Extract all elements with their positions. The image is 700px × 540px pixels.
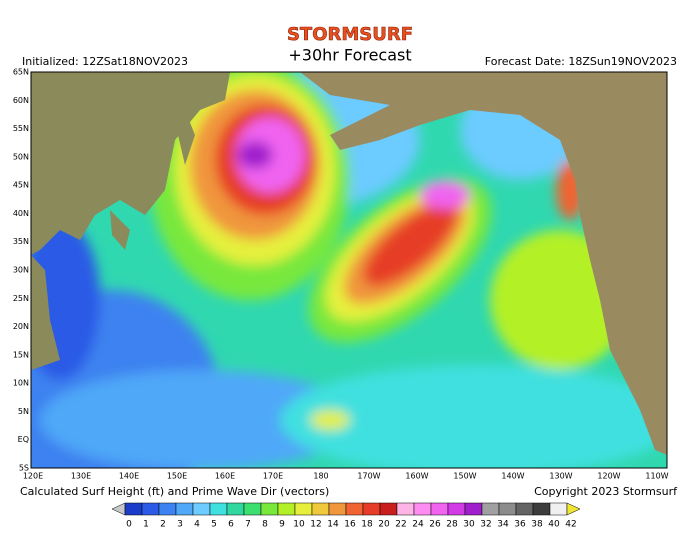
legend-label: 0 [126, 520, 132, 530]
title: +30hr Forecast [288, 46, 411, 65]
legend-label: 10 [293, 520, 305, 530]
lon-label: 130E [71, 472, 91, 481]
lat-label: 60N [13, 96, 29, 105]
forecast-date: Forecast Date: 18ZSun19NOV2023 [485, 55, 677, 68]
lon-label: 150W [453, 472, 476, 481]
legend-label: 12 [310, 520, 321, 530]
legend-swatch [277, 502, 296, 516]
initialized: Initialized: 12ZSat18NOV2023 [22, 55, 188, 68]
legend-label: 6 [228, 520, 234, 530]
legend-swatch [311, 502, 330, 516]
legend-swatch [141, 502, 160, 516]
legend-swatch [226, 502, 245, 516]
islands [110, 110, 195, 250]
legend-label: 9 [279, 520, 285, 530]
legend-label: 7 [245, 520, 251, 530]
lat-label: 5N [18, 407, 29, 416]
map [31, 72, 667, 468]
legend-swatch [345, 502, 364, 516]
lat-label: 35N [13, 237, 29, 246]
legend-swatch [464, 502, 483, 516]
legend-swatch [498, 502, 517, 516]
legend-swatch [294, 502, 313, 516]
legend-label: 5 [211, 520, 217, 530]
legend-swatch [175, 502, 194, 516]
legend-label: 24 [412, 520, 424, 530]
legend-swatch [192, 502, 211, 516]
land-north-america [300, 72, 667, 455]
legend-label: 26 [429, 520, 441, 530]
legend-swatch [243, 502, 262, 516]
lat-label: 25N [13, 294, 29, 303]
lon-label: 110W [645, 472, 668, 481]
land-southeast-asia [31, 255, 60, 370]
copyright: Copyright 2023 Stormsurf [534, 485, 678, 498]
legend-label: 30 [463, 520, 475, 530]
lat-label: 20N [13, 322, 29, 331]
legend-label: 1 [143, 520, 149, 530]
lon-label: 140E [119, 472, 139, 481]
legend-swatch [209, 502, 228, 516]
legend-label: 22 [395, 520, 406, 530]
legend-swatch [549, 502, 568, 516]
legend-swatch [328, 502, 347, 516]
lon-label: 120E [23, 472, 43, 481]
lon-label: 130W [549, 472, 572, 481]
lat-label: EQ [18, 435, 29, 444]
legend-label: 34 [497, 520, 509, 530]
lat-label: 10N [13, 379, 29, 388]
legend-label: 14 [327, 520, 339, 530]
legend-label: 36 [514, 520, 526, 530]
lat-label: 15N [13, 350, 29, 359]
legend-swatch [447, 502, 466, 516]
legend-swatch [124, 502, 143, 516]
legend-swatch [396, 502, 415, 516]
legend-swatch [260, 502, 279, 516]
lat-label: 40N [13, 209, 29, 218]
map-frame [30, 71, 668, 469]
legend-label: 18 [361, 520, 373, 530]
lon-label: 120W [597, 472, 620, 481]
legend-swatch [413, 502, 432, 516]
legend-label: 16 [344, 520, 356, 530]
lat-label: 55N [13, 124, 29, 133]
legend-swatch [379, 502, 398, 516]
brand: STORMSURF [287, 24, 413, 45]
legend-label: 42 [565, 520, 576, 530]
land-asia [31, 72, 230, 255]
legend-arrow-left [111, 502, 126, 516]
legend-swatch [362, 502, 381, 516]
legend-label: 32 [480, 520, 491, 530]
legend-label: 4 [194, 520, 200, 530]
lon-label: 180 [313, 472, 328, 481]
legend-label: 2 [160, 520, 166, 530]
lon-label: 160W [405, 472, 428, 481]
lon-label: 170W [357, 472, 380, 481]
legend-label: 8 [262, 520, 268, 530]
caption: Calculated Surf Height (ft) and Prime Wa… [20, 485, 329, 498]
legend-swatch [481, 502, 500, 516]
lat-label: 50N [13, 152, 29, 161]
legend-swatch [515, 502, 534, 516]
legend-label: 20 [378, 520, 390, 530]
lat-label: 65N [13, 68, 29, 77]
legend-swatch [430, 502, 449, 516]
lon-label: 170E [263, 472, 283, 481]
lon-label: 150E [167, 472, 187, 481]
legend-label: 3 [177, 520, 183, 530]
legend-label: 38 [531, 520, 543, 530]
lon-label: 160E [215, 472, 235, 481]
lat-label: 30N [13, 266, 29, 275]
lat-label: 45N [13, 181, 29, 190]
lat-label: 5S [19, 464, 29, 473]
legend-swatch [566, 502, 581, 516]
legend-label: 28 [446, 520, 458, 530]
legend-label: 40 [548, 520, 560, 530]
lon-label: 140W [501, 472, 524, 481]
legend-swatch [532, 502, 551, 516]
legend-swatch [158, 502, 177, 516]
